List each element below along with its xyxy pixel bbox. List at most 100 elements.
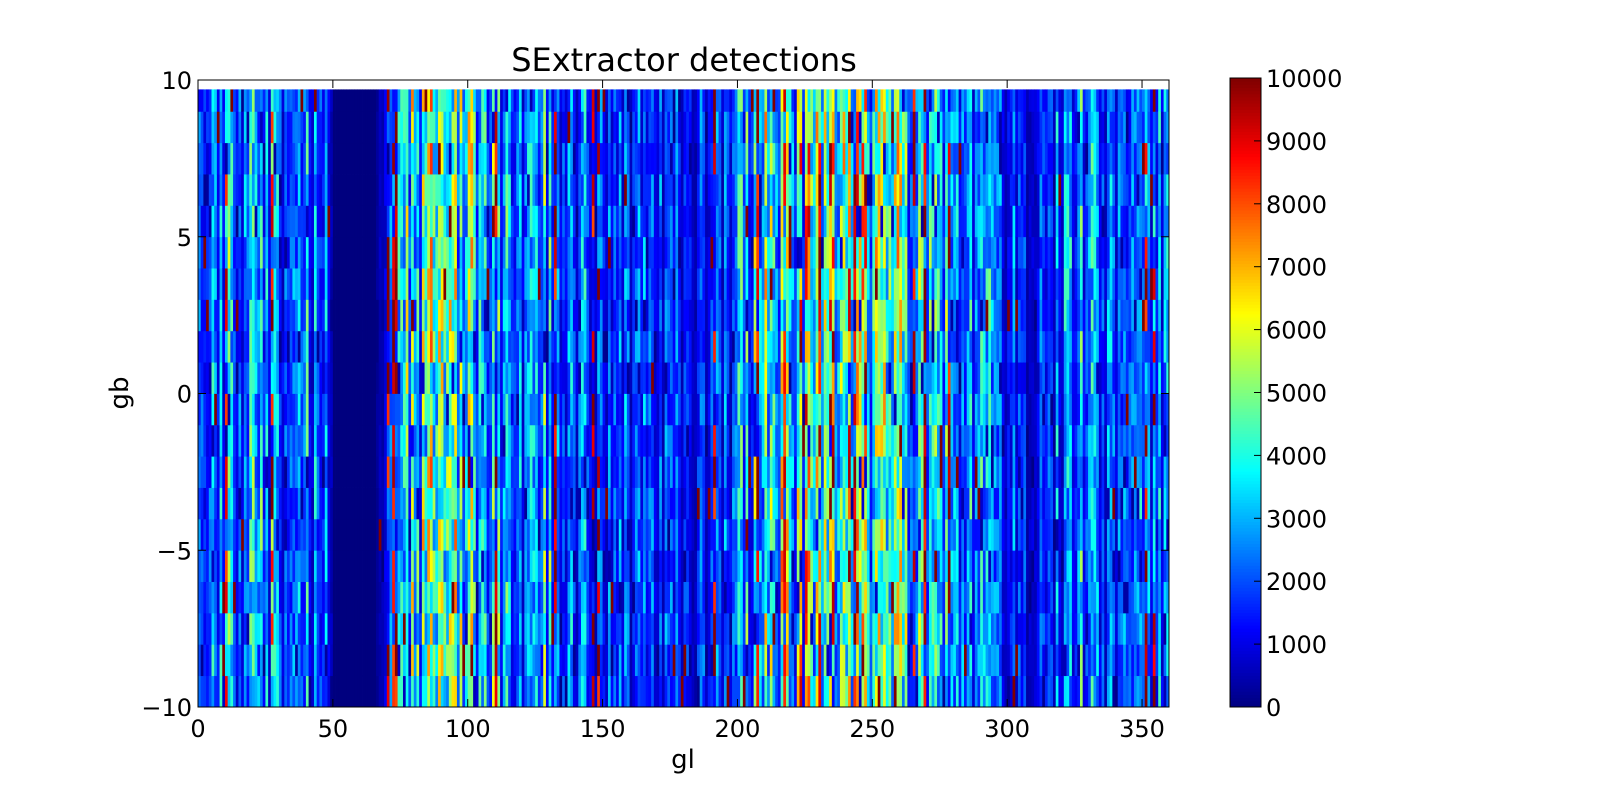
heatmap-cell (826, 174, 830, 206)
heatmap-cell (651, 268, 655, 300)
heatmap-cell (651, 393, 655, 426)
heatmap-cell (340, 142, 345, 175)
heatmap-cell (381, 236, 385, 269)
heatmap-cell (659, 487, 663, 520)
heatmap-cell (591, 393, 595, 426)
heatmap-cell (753, 362, 757, 394)
heatmap-cell (284, 89, 288, 112)
heatmap-cell (599, 612, 603, 645)
heatmap-cell (831, 675, 835, 708)
heatmap-cell (233, 89, 237, 112)
heatmap-cell (543, 111, 547, 144)
heatmap-cell (427, 644, 431, 677)
heatmap-cell (262, 111, 266, 144)
heatmap-cell (394, 330, 398, 363)
heatmap-cell (510, 424, 514, 457)
heatmap-cell (554, 111, 558, 144)
heatmap-cell (848, 644, 852, 677)
heatmap-cell (807, 424, 811, 457)
heatmap-cell (791, 330, 795, 363)
heatmap-cell (265, 487, 269, 520)
heatmap-cell (759, 456, 763, 488)
heatmap-cell (357, 612, 361, 645)
heatmap-cell (518, 236, 523, 269)
heatmap-cell (643, 518, 647, 551)
heatmap-cell (432, 581, 436, 614)
heatmap-cell (853, 89, 857, 112)
heatmap-cell (783, 424, 787, 457)
heatmap-cell (462, 174, 466, 206)
heatmap-cell (419, 205, 423, 238)
heatmap-cell (578, 268, 582, 300)
heatmap-cell (206, 612, 210, 645)
heatmap-cell (262, 675, 266, 708)
heatmap-cell (300, 456, 304, 488)
heatmap-cell (605, 89, 609, 112)
heatmap-cell (289, 487, 293, 520)
heatmap-cell (551, 174, 555, 206)
heatmap-cell (483, 581, 488, 614)
heatmap-cell (718, 456, 722, 488)
heatmap-cell (243, 299, 247, 332)
heatmap-cell (686, 299, 690, 332)
heatmap-cell (688, 268, 692, 300)
heatmap-cell (367, 393, 372, 426)
heatmap-cell (537, 89, 541, 112)
heatmap-cell (502, 644, 506, 677)
heatmap-cell (438, 644, 442, 677)
heatmap-cell (524, 518, 528, 551)
heatmap-cell (802, 456, 806, 488)
heatmap-cell (424, 518, 428, 551)
heatmap-cell (451, 675, 455, 708)
heatmap-cell (254, 299, 258, 332)
heatmap-cell (394, 393, 398, 426)
heatmap-cell (502, 581, 506, 614)
heatmap-cell (467, 142, 471, 175)
heatmap-cell (807, 205, 811, 238)
heatmap-cell (667, 456, 671, 488)
heatmap-cell (322, 518, 326, 551)
heatmap-cell (653, 581, 657, 614)
heatmap-cell (823, 205, 827, 238)
heatmap-cell (518, 456, 523, 488)
heatmap-cell (661, 174, 666, 206)
heatmap-cell (848, 612, 852, 645)
heatmap-cell (198, 644, 202, 677)
heatmap-cell (791, 89, 795, 112)
heatmap-cell (521, 268, 525, 300)
heatmap-cell (545, 581, 550, 614)
heatmap-cell (734, 550, 738, 582)
heatmap-cell (791, 518, 795, 551)
heatmap-cell (478, 362, 482, 394)
heatmap-cell (734, 89, 738, 112)
heatmap-cell (432, 299, 436, 332)
heatmap-cell (605, 330, 609, 363)
heatmap-cell (492, 89, 496, 112)
heatmap-cell (257, 612, 261, 645)
heatmap-cell (764, 330, 768, 363)
heatmap-cell (696, 236, 701, 269)
heatmap-cell (281, 487, 285, 520)
heatmap-cell (510, 268, 514, 300)
heatmap-cell (742, 675, 746, 708)
heatmap-cell (861, 612, 865, 645)
heatmap-cell (740, 330, 744, 363)
heatmap-cell (324, 424, 328, 457)
heatmap-cell (634, 299, 639, 332)
heatmap-cell (670, 111, 674, 144)
heatmap-cell (567, 518, 571, 551)
heatmap-cell (427, 612, 431, 645)
heatmap-cell (459, 675, 463, 708)
heatmap-cell (413, 675, 417, 708)
heatmap-cell (527, 675, 531, 708)
heatmap-cell (214, 142, 218, 175)
heatmap-cell (756, 424, 760, 457)
heatmap-cell (384, 487, 388, 520)
heatmap-cell (554, 487, 558, 520)
heatmap-cell (861, 487, 865, 520)
heatmap-cell (311, 675, 315, 708)
heatmap-cell (740, 268, 744, 300)
heatmap-cell (745, 142, 749, 175)
heatmap-cell (260, 518, 264, 551)
heatmap-cell (243, 518, 247, 551)
